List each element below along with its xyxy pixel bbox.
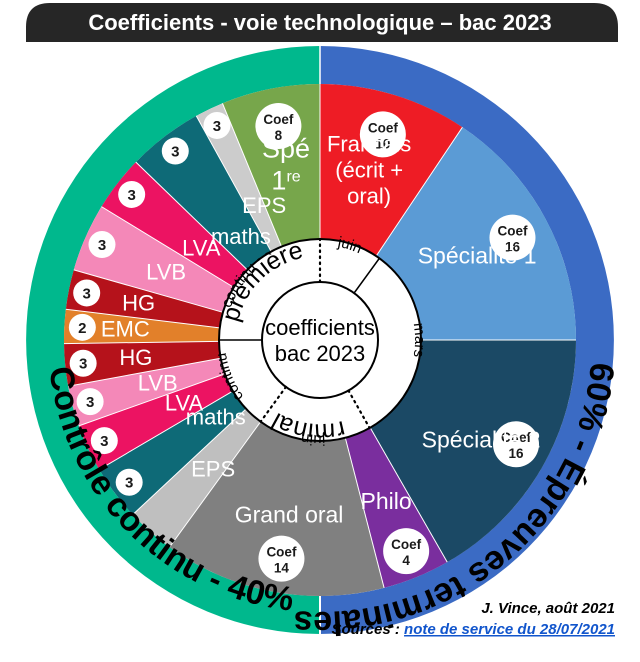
svg-text:Coefficients - voie technologi: Coefficients - voie technologique – bac … xyxy=(88,10,551,35)
svg-text:2: 2 xyxy=(78,320,86,337)
svg-text:Sources : note de service du 2: Sources : note de service du 28/07/2021 xyxy=(332,621,615,638)
svg-text:3: 3 xyxy=(213,118,221,135)
svg-text:maths: maths xyxy=(211,224,271,249)
svg-text:3: 3 xyxy=(83,285,91,302)
svg-text:HG: HG xyxy=(119,345,152,370)
svg-text:coefficients: coefficients xyxy=(265,315,375,340)
svg-text:Coef: Coef xyxy=(263,112,294,127)
svg-text:Grand oral: Grand oral xyxy=(235,501,344,527)
svg-text:LVB: LVB xyxy=(138,370,178,395)
svg-text:mars: mars xyxy=(410,322,428,358)
svg-text:Coef: Coef xyxy=(266,545,297,560)
svg-text:bac 2023: bac 2023 xyxy=(275,341,366,366)
svg-text:oral): oral) xyxy=(347,183,391,208)
svg-text:EPS: EPS xyxy=(191,457,235,482)
svg-text:3: 3 xyxy=(128,187,136,204)
svg-text:Spécialité 2: Spécialité 2 xyxy=(422,427,541,453)
svg-text:(écrit +: (écrit + xyxy=(335,157,403,182)
svg-text:LVB: LVB xyxy=(146,260,186,285)
svg-text:Français: Français xyxy=(327,131,411,156)
svg-text:HG: HG xyxy=(122,290,155,315)
svg-text:Philo: Philo xyxy=(361,488,412,514)
svg-text:3: 3 xyxy=(79,356,87,373)
svg-text:4: 4 xyxy=(402,553,410,568)
svg-text:Coef: Coef xyxy=(391,537,422,552)
svg-text:Spé: Spé xyxy=(262,133,310,163)
svg-text:EMC: EMC xyxy=(101,317,150,342)
svg-text:J. Vince, août 2021: J. Vince, août 2021 xyxy=(481,600,615,617)
svg-text:14: 14 xyxy=(274,561,290,576)
svg-text:Spécialité 1: Spécialité 1 xyxy=(418,242,537,268)
svg-text:Coef: Coef xyxy=(497,224,528,239)
svg-text:EPS: EPS xyxy=(242,193,286,218)
svg-text:3: 3 xyxy=(171,144,179,161)
svg-text:3: 3 xyxy=(98,237,106,254)
